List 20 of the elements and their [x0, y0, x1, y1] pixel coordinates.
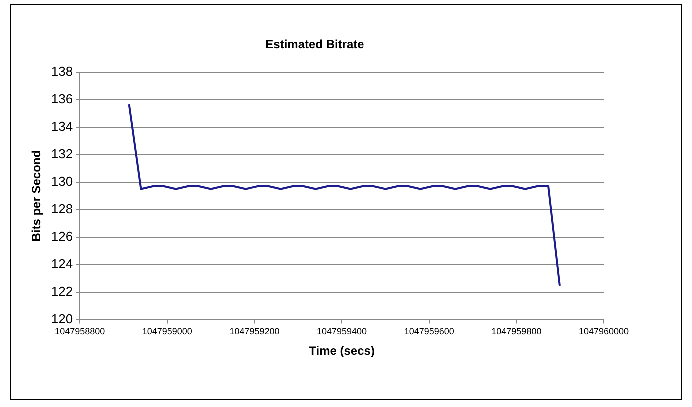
chart-title: Estimated Bitrate	[266, 38, 365, 52]
y-tick-label: 120	[51, 311, 74, 326]
x-tick-label: 1047960000	[578, 326, 630, 337]
y-tick-label: 124	[51, 256, 74, 272]
y-tick-label: 128	[51, 201, 74, 216]
y-tick-label: 130	[51, 174, 74, 189]
x-tick-label: 1047959800	[492, 326, 542, 337]
x-tick-label: 1047959600	[404, 326, 454, 337]
y-axis-title: Bits per Second	[30, 150, 44, 242]
y-tick-label: 126	[51, 228, 74, 244]
x-tick-label: 1047959000	[142, 326, 192, 337]
x-tick-label: 1047959400	[317, 326, 368, 337]
y-tick-label: 138	[51, 64, 74, 79]
x-tick-label: 1047959200	[230, 326, 280, 337]
x-axis-title: Time (secs)	[309, 344, 375, 358]
x-tick-label: 1047958800	[55, 326, 106, 337]
y-tick-label: 136	[51, 91, 74, 106]
y-tick-label: 132	[51, 146, 74, 162]
y-tick-label: 134	[51, 118, 74, 134]
y-tick-label: 122	[51, 284, 74, 299]
